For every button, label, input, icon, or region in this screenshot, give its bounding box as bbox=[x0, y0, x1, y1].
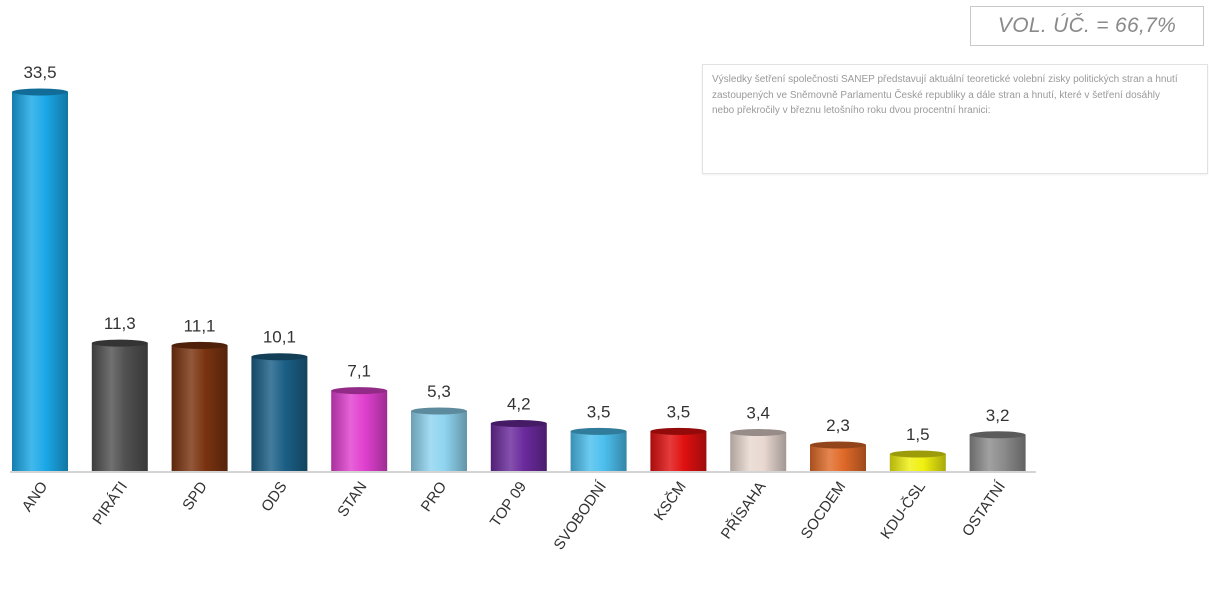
bar-pro bbox=[411, 411, 467, 471]
turnout-badge: VOL. ÚČ. = 66,7% bbox=[970, 6, 1204, 46]
category-label: SPD bbox=[179, 478, 211, 513]
data-label: 33,5 bbox=[23, 63, 56, 82]
survey-note-text: Výsledky šetření společnosti SANEP předs… bbox=[712, 74, 1178, 116]
category-label: STAN bbox=[334, 479, 370, 521]
data-label: 3,4 bbox=[746, 404, 770, 423]
bar-ano bbox=[12, 91, 68, 471]
bar-top-cap bbox=[171, 341, 228, 349]
turnout-text: VOL. ÚČ. = 66,7% bbox=[997, 14, 1177, 37]
bar-ostatní bbox=[969, 434, 1026, 471]
bar-spd bbox=[171, 345, 228, 471]
category-label: TOP 09 bbox=[487, 479, 530, 531]
bar-top-cap bbox=[889, 450, 946, 458]
bar-ksčm bbox=[650, 431, 707, 471]
bar-top-cap bbox=[91, 339, 148, 347]
category-label: ANO bbox=[19, 479, 52, 515]
data-label: 2,3 bbox=[826, 416, 850, 435]
bar-top-cap bbox=[730, 429, 787, 437]
bar-top-cap bbox=[251, 353, 308, 361]
bar-socdem bbox=[810, 444, 866, 471]
category-label: PŘÍSAHA bbox=[718, 479, 770, 543]
bars-layer bbox=[12, 88, 1026, 471]
data-label: 5,3 bbox=[427, 382, 451, 401]
category-label: OSTATNÍ bbox=[959, 478, 1009, 540]
category-label: PRO bbox=[418, 479, 451, 515]
data-label: 4,2 bbox=[507, 394, 531, 413]
data-label: 1,5 bbox=[906, 425, 930, 444]
bar-stan bbox=[331, 390, 388, 471]
bar-ods bbox=[251, 356, 308, 471]
bar-svobodní bbox=[570, 431, 627, 471]
category-label: SOCDEM bbox=[798, 479, 850, 543]
data-label: 7,1 bbox=[347, 362, 371, 381]
bar-top-cap bbox=[411, 407, 467, 415]
category-label: KSČM bbox=[651, 479, 690, 524]
category-label: KDU-ČSL bbox=[877, 479, 929, 543]
survey-note: Výsledky šetření společnosti SANEP předs… bbox=[702, 64, 1208, 174]
data-label: 3,5 bbox=[667, 402, 691, 421]
category-label: ODS bbox=[258, 479, 291, 515]
bar-přísaha bbox=[730, 432, 787, 471]
bar-top-cap bbox=[650, 427, 707, 435]
data-label: 11,1 bbox=[184, 316, 216, 335]
bar-kdu-čsl bbox=[889, 454, 946, 471]
data-label: 3,5 bbox=[587, 402, 611, 421]
bar-top-cap bbox=[969, 431, 1026, 439]
bar-piráti bbox=[91, 343, 148, 471]
bar-top-cap bbox=[810, 441, 866, 449]
bar-top-cap bbox=[490, 419, 547, 427]
category-label: PIRÁTI bbox=[89, 479, 131, 528]
category-label: SVOBODNÍ bbox=[551, 478, 611, 553]
data-label: 10,1 bbox=[263, 328, 296, 347]
bar-top-cap bbox=[570, 427, 627, 435]
data-label: 3,2 bbox=[986, 406, 1010, 425]
bar-top-09 bbox=[490, 423, 547, 471]
bar-top-cap bbox=[12, 88, 68, 96]
data-label: 11,3 bbox=[104, 314, 136, 333]
bar-top-cap bbox=[331, 387, 388, 395]
